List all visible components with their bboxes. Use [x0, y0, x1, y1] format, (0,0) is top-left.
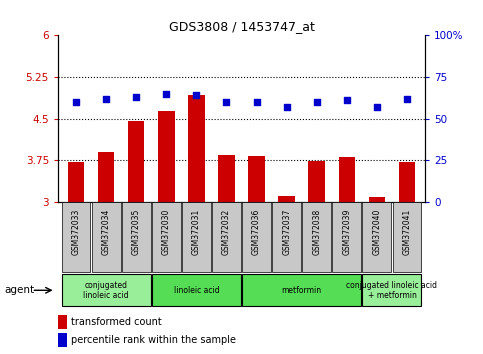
FancyBboxPatch shape — [242, 274, 361, 306]
Point — [162, 91, 170, 96]
Point — [223, 99, 230, 105]
Bar — [188, 95, 205, 202]
Bar — [158, 112, 174, 202]
Bar — [398, 162, 415, 202]
Point — [132, 94, 140, 100]
Bar — [369, 197, 385, 202]
Bar — [98, 152, 114, 202]
Text: GSM372033: GSM372033 — [71, 209, 81, 255]
Text: GSM372032: GSM372032 — [222, 209, 231, 255]
FancyBboxPatch shape — [92, 202, 121, 272]
FancyBboxPatch shape — [182, 202, 211, 272]
Point — [253, 99, 260, 105]
Text: GSM372041: GSM372041 — [402, 209, 412, 255]
FancyBboxPatch shape — [362, 202, 391, 272]
Bar — [58, 315, 67, 329]
Bar — [248, 156, 265, 202]
Point — [283, 104, 290, 110]
Bar — [339, 158, 355, 202]
Point — [72, 99, 80, 105]
Point — [102, 96, 110, 102]
FancyBboxPatch shape — [61, 202, 90, 272]
Text: conjugated linoleic acid
+ metformin: conjugated linoleic acid + metformin — [346, 281, 438, 300]
FancyBboxPatch shape — [152, 202, 181, 272]
Text: percentile rank within the sample: percentile rank within the sample — [71, 335, 236, 344]
FancyBboxPatch shape — [332, 202, 361, 272]
Text: GSM372031: GSM372031 — [192, 209, 201, 255]
Text: metformin: metformin — [282, 286, 322, 295]
FancyBboxPatch shape — [212, 202, 241, 272]
FancyBboxPatch shape — [393, 202, 422, 272]
Bar — [128, 121, 144, 202]
Text: agent: agent — [5, 285, 35, 295]
Text: transformed count: transformed count — [71, 317, 161, 327]
Text: GSM372037: GSM372037 — [282, 209, 291, 255]
Text: GSM372039: GSM372039 — [342, 209, 351, 255]
Point — [313, 99, 321, 105]
Text: GSM372036: GSM372036 — [252, 209, 261, 255]
Text: GSM372030: GSM372030 — [162, 209, 171, 255]
FancyBboxPatch shape — [362, 274, 422, 306]
Text: GSM372040: GSM372040 — [372, 209, 382, 255]
FancyBboxPatch shape — [272, 202, 301, 272]
Point — [343, 97, 351, 103]
FancyBboxPatch shape — [61, 274, 151, 306]
Text: linoleic acid: linoleic acid — [173, 286, 219, 295]
FancyBboxPatch shape — [122, 202, 151, 272]
FancyBboxPatch shape — [242, 202, 271, 272]
Bar — [58, 333, 67, 347]
Title: GDS3808 / 1453747_at: GDS3808 / 1453747_at — [169, 20, 314, 33]
Text: GSM372035: GSM372035 — [132, 209, 141, 255]
Text: GSM372038: GSM372038 — [312, 209, 321, 255]
Text: GSM372034: GSM372034 — [101, 209, 111, 255]
Text: conjugated
linoleic acid: conjugated linoleic acid — [83, 281, 129, 300]
FancyBboxPatch shape — [302, 202, 331, 272]
Bar — [278, 196, 295, 202]
Point — [403, 96, 411, 102]
FancyBboxPatch shape — [152, 274, 241, 306]
Bar — [68, 162, 85, 202]
Bar — [218, 155, 235, 202]
Bar — [309, 161, 325, 202]
Point — [373, 104, 381, 110]
Point — [193, 92, 200, 98]
